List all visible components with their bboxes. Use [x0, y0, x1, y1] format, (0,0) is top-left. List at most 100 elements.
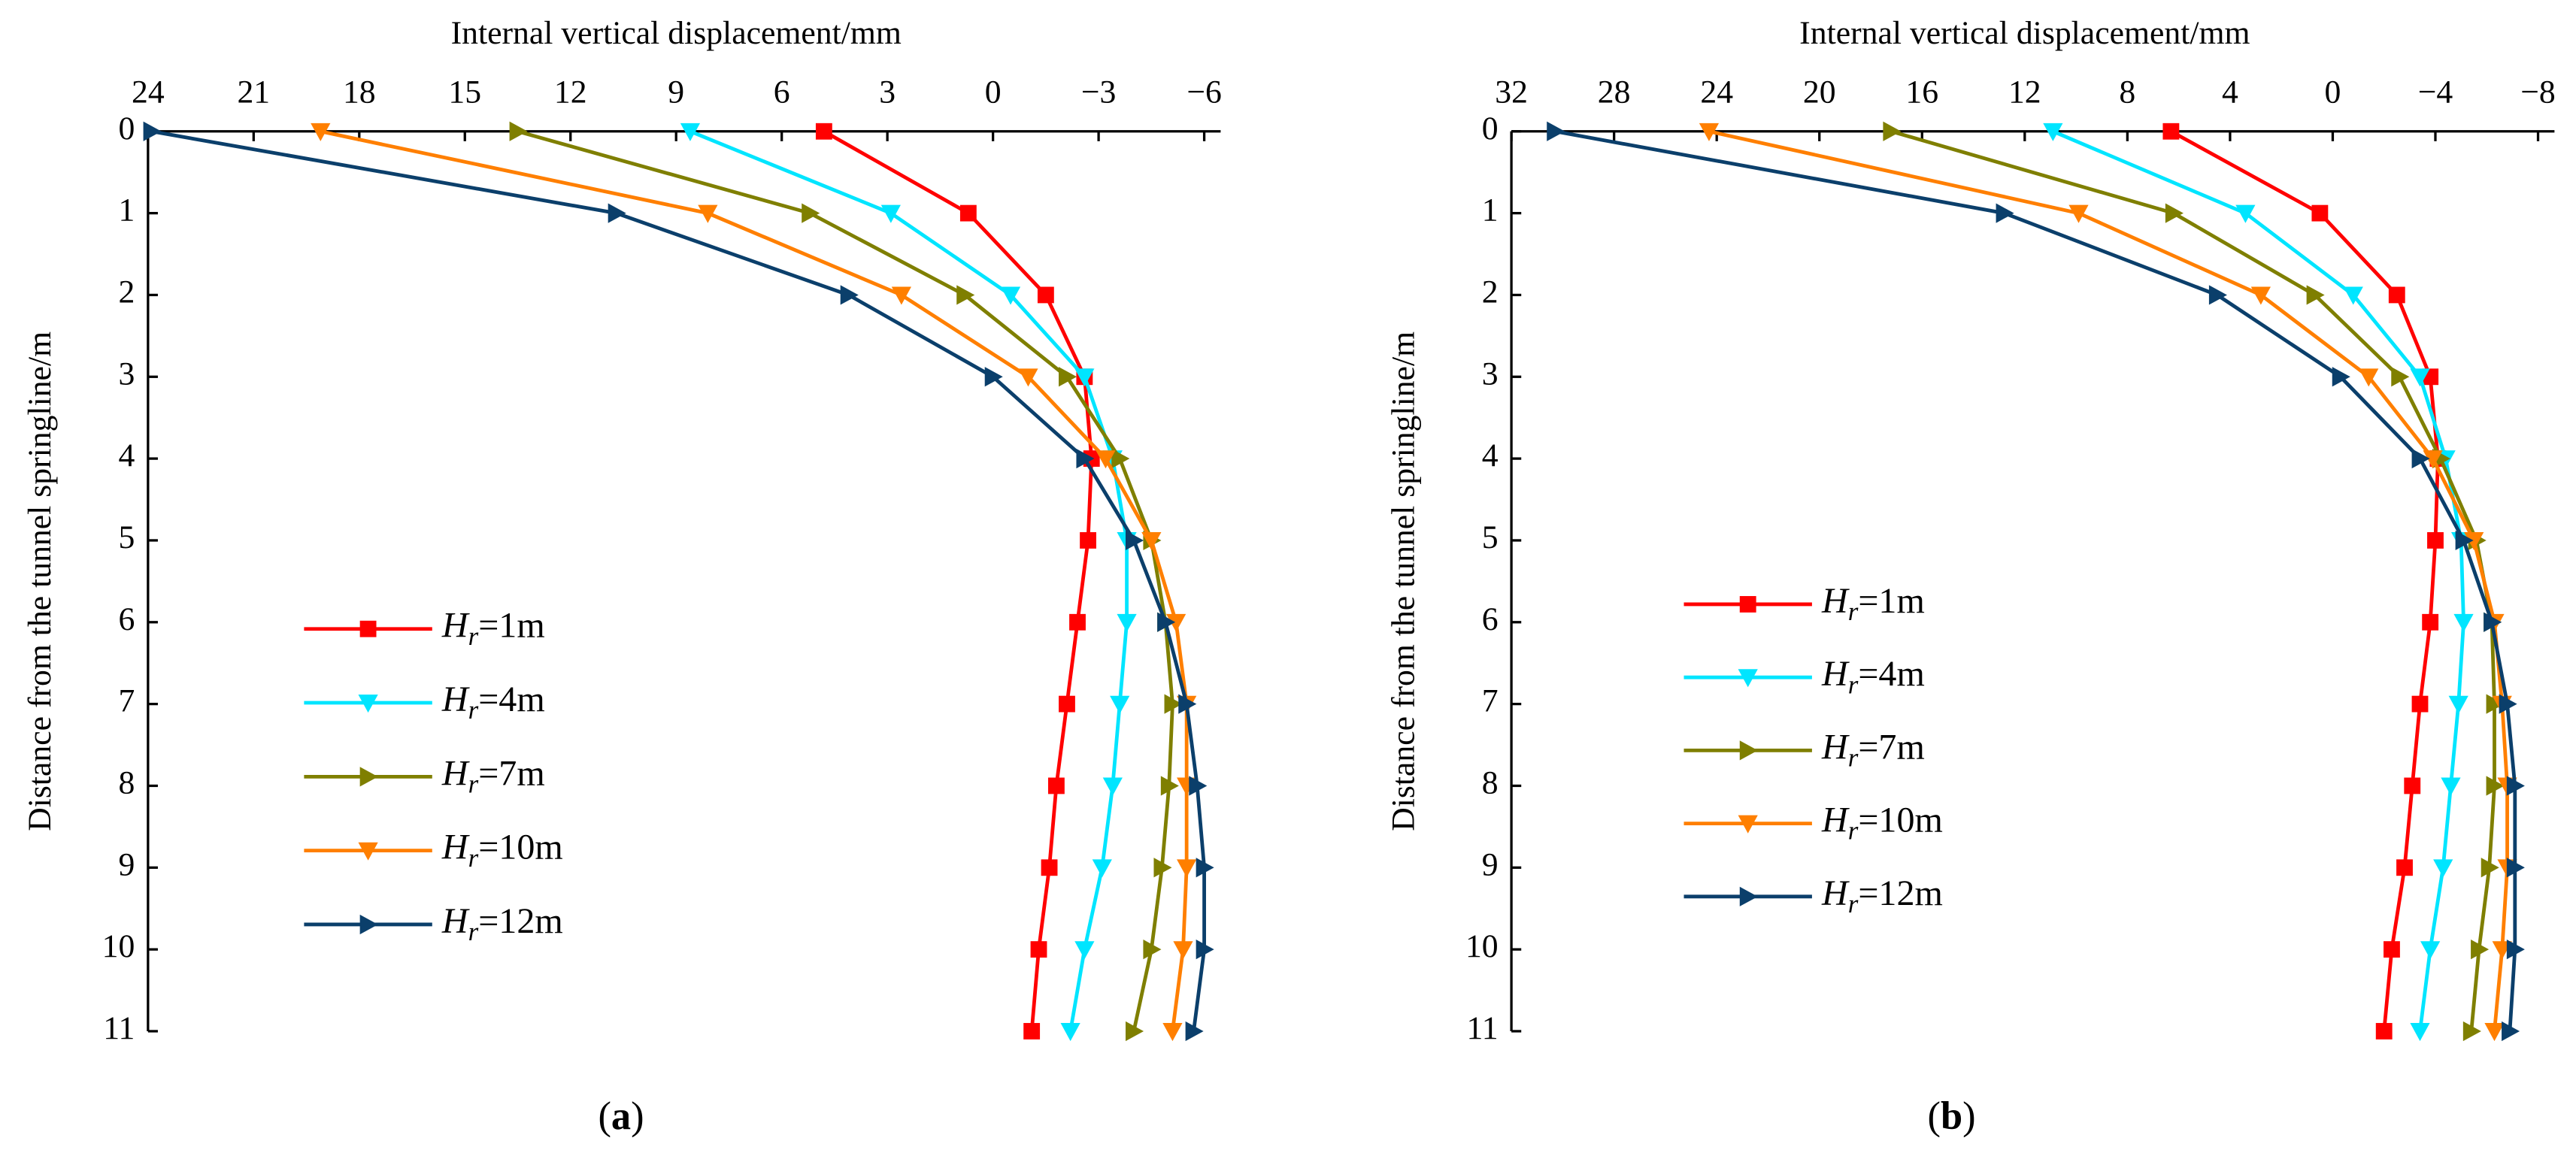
x-tick-label: −8	[2520, 74, 2555, 110]
marker	[2471, 940, 2490, 960]
x-tick-label: 16	[1905, 74, 1938, 110]
marker	[1141, 532, 1162, 551]
marker	[2410, 1023, 2430, 1042]
marker	[2453, 613, 2474, 632]
series-line	[689, 129, 1129, 1032]
marker	[1996, 203, 2014, 223]
marker	[1059, 367, 1077, 387]
x-tick-label: 3	[879, 74, 896, 110]
marker	[2499, 694, 2517, 714]
legend-label: Hr=4m	[1821, 654, 1925, 699]
marker	[1173, 941, 1193, 960]
legend-marker	[359, 620, 377, 637]
x-tick-label: 12	[2008, 74, 2041, 110]
legend-label: Hr=1m	[441, 606, 545, 651]
marker	[1074, 368, 1095, 387]
y-tick-label: 11	[1467, 1010, 1499, 1046]
marker	[1047, 777, 1065, 794]
y-tick-label: 6	[1482, 601, 1499, 637]
x-tick-label: −6	[1186, 74, 1221, 110]
marker	[2306, 285, 2325, 305]
marker	[2422, 613, 2439, 631]
x-tick-label: 9	[668, 74, 684, 110]
legend-label: Hr=12m	[1821, 873, 1943, 918]
marker	[2311, 204, 2329, 222]
y-tick-label: 8	[119, 764, 135, 800]
legend-marker	[1739, 596, 1756, 613]
legend-label: Hr=7m	[1821, 727, 1925, 772]
marker	[1117, 613, 1137, 632]
legend-label: Hr=10m	[441, 828, 563, 873]
marker	[1153, 858, 1172, 878]
y-tick-label: 4	[119, 437, 135, 474]
marker	[2396, 859, 2413, 876]
x-tick-label: 18	[343, 74, 376, 110]
marker	[1076, 449, 1095, 469]
legend-label: Hr=10m	[1821, 800, 1943, 846]
marker	[2384, 941, 2400, 958]
marker	[2162, 123, 2180, 140]
marker	[1000, 286, 1021, 305]
x-axis-label: Internal vertical displacement/mm	[451, 15, 902, 51]
marker	[891, 286, 911, 305]
x-tick-label: 24	[132, 74, 165, 110]
legend-label: Hr=1m	[1821, 581, 1925, 626]
marker	[840, 285, 859, 305]
marker	[1162, 1023, 1183, 1042]
x-tick-label: 24	[1700, 74, 1733, 110]
marker	[1189, 776, 1208, 796]
marker	[1111, 449, 1130, 469]
marker	[2506, 776, 2525, 796]
y-tick-label: 9	[119, 846, 135, 882]
marker	[984, 367, 1003, 387]
marker	[1037, 286, 1054, 304]
series-line	[1708, 129, 2509, 1032]
marker	[2481, 858, 2499, 878]
series-line	[2052, 129, 2465, 1032]
series-line	[1554, 129, 2517, 1032]
marker	[1096, 450, 1116, 469]
legend-marker	[359, 767, 378, 787]
marker	[1080, 532, 1096, 549]
marker	[1110, 695, 1130, 714]
series-line	[320, 129, 1189, 1032]
marker	[2441, 777, 2461, 796]
legend-marker	[1738, 815, 1758, 834]
y-tick-label: 10	[102, 928, 135, 964]
marker	[1196, 940, 1214, 960]
series-line	[517, 129, 1174, 1032]
y-tick-label: 6	[119, 601, 135, 637]
marker	[2506, 940, 2525, 960]
legend-marker	[359, 914, 378, 935]
marker	[2484, 1023, 2505, 1042]
marker	[2208, 285, 2227, 305]
marker	[815, 123, 832, 140]
marker	[2391, 367, 2410, 387]
y-tick-label: 8	[1482, 764, 1499, 800]
marker	[2486, 776, 2505, 796]
marker	[1060, 1023, 1080, 1042]
panel-label: (b)	[1928, 1094, 1976, 1138]
marker	[311, 123, 331, 141]
legend-label: Hr=4m	[441, 679, 545, 725]
x-tick-label: 6	[774, 74, 790, 110]
y-axis-label: Distance from the tunnel springline/m	[1385, 331, 1421, 831]
marker	[2375, 1023, 2393, 1039]
marker	[2343, 286, 2363, 305]
marker	[1074, 941, 1095, 960]
marker	[1126, 1021, 1144, 1042]
marker	[1023, 1023, 1041, 1039]
legend-label: Hr=12m	[441, 901, 563, 946]
x-tick-label: 21	[237, 74, 270, 110]
marker	[1030, 941, 1047, 958]
x-tick-label: 0	[2325, 74, 2341, 110]
marker	[1178, 694, 1197, 714]
legend-marker	[1739, 886, 1758, 906]
panel: 32 28 24 20 16 12 8 4 0 −4 −801234567891011Interna…	[1385, 15, 2555, 1138]
marker	[2388, 286, 2405, 304]
x-tick-label: 8	[2119, 74, 2135, 110]
marker	[1185, 1021, 1204, 1042]
marker	[1059, 695, 1075, 713]
marker	[1196, 858, 1214, 878]
